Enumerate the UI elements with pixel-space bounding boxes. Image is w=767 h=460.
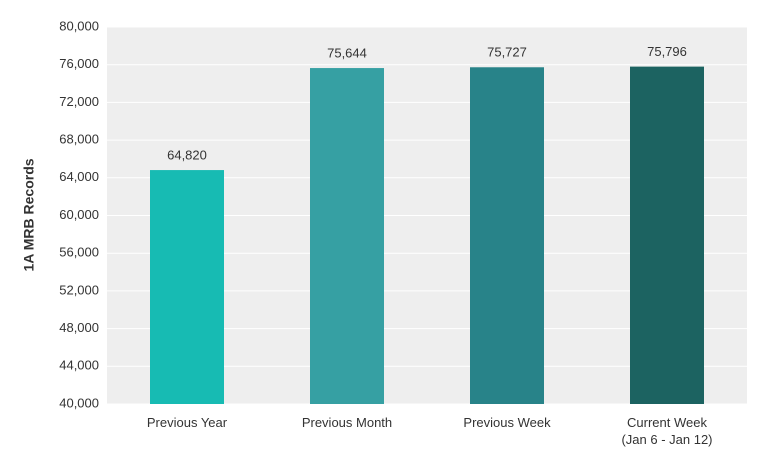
bar	[150, 170, 224, 404]
x-tick-label: Previous Week	[463, 415, 551, 430]
y-tick-label: 68,000	[59, 132, 99, 147]
y-tick-label: 40,000	[59, 395, 99, 410]
y-tick-label: 72,000	[59, 94, 99, 109]
bar	[630, 66, 704, 404]
y-tick-label: 80,000	[59, 18, 99, 33]
value-label: 75,727	[487, 45, 527, 60]
value-label: 75,644	[327, 45, 367, 60]
bar	[470, 67, 544, 405]
value-label: 75,796	[647, 44, 687, 59]
y-tick-label: 64,000	[59, 169, 99, 184]
y-tick-label: 52,000	[59, 282, 99, 297]
y-tick-label: 48,000	[59, 320, 99, 335]
y-tick-label: 60,000	[59, 207, 99, 222]
y-tick-label: 76,000	[59, 56, 99, 71]
y-axis-title: 1A MRB Records	[21, 158, 37, 271]
x-tick-label: Previous Year	[146, 415, 228, 430]
y-tick-label: 44,000	[59, 358, 99, 373]
y-tick-label: 56,000	[59, 245, 99, 260]
bar	[310, 68, 384, 404]
x-tick-label: Previous Month	[301, 415, 393, 430]
x-tick-label: Current Week (Jan 6 - Jan 12)	[621, 415, 713, 447]
value-label: 64,820	[167, 148, 207, 163]
